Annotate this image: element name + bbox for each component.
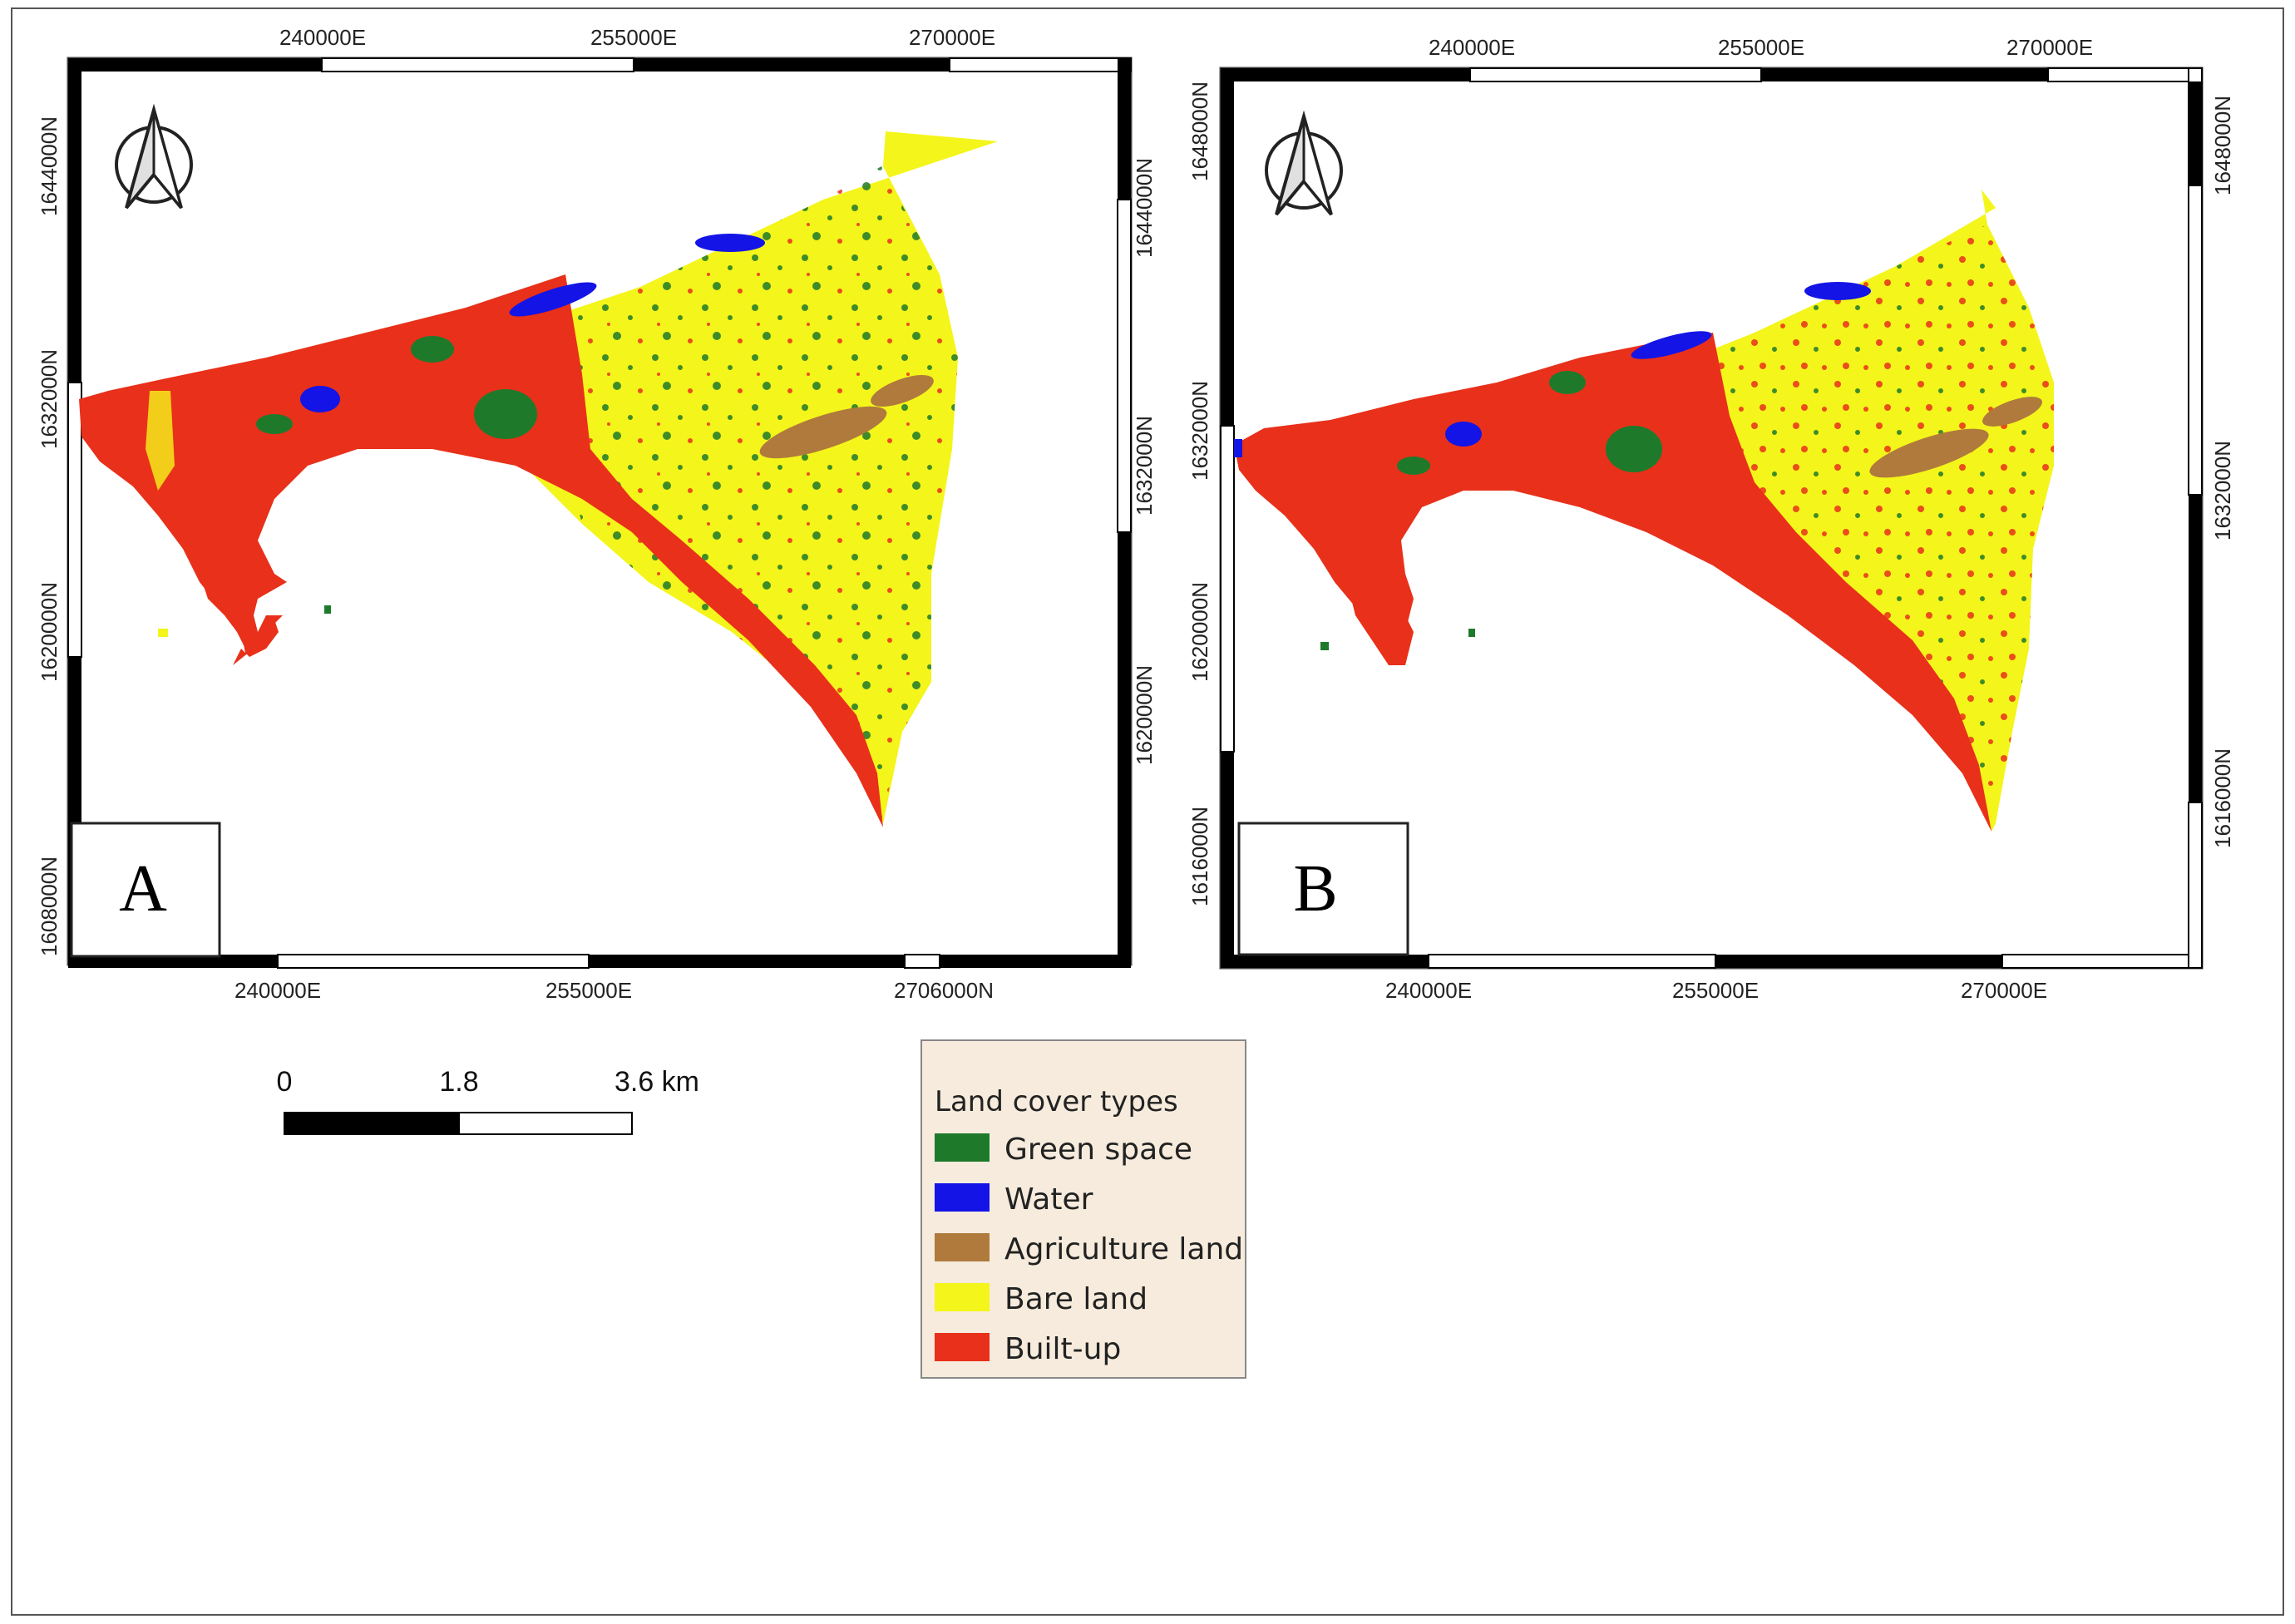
scale-label-mid: 1.8 <box>439 1066 478 1098</box>
map-b-agri-1 <box>1869 428 1989 478</box>
map-b-built-up <box>1234 333 1991 832</box>
map-b-bottom-tick: 255000E <box>1672 978 1759 1003</box>
map-a-top-tick: 240000E <box>279 25 366 50</box>
map-a-right-tick: 1644000N <box>1132 158 1157 258</box>
scale-label-end: 3.6 km <box>614 1066 699 1098</box>
map-b-green-3 <box>1397 457 1430 475</box>
legend-swatch-green-space <box>935 1133 990 1162</box>
map-b-right-tick: 1632000N <box>2210 441 2235 541</box>
map-b-top-tick: 255000E <box>1718 35 1804 60</box>
map-a-label-box <box>70 822 221 958</box>
map-a-water-2 <box>509 282 597 317</box>
scale-label-0: 0 <box>277 1066 293 1098</box>
legend-swatch-agriculture-land <box>935 1233 990 1261</box>
map-b-top-tick: 240000E <box>1429 35 1515 60</box>
map-a-neatline <box>67 57 1132 969</box>
map-b-islet <box>1320 642 1329 650</box>
map-a-islet-2 <box>324 605 331 614</box>
scale-bar-white <box>458 1112 633 1135</box>
map-a-built-up <box>79 274 883 827</box>
legend: Land cover types Green space Water Agric… <box>920 1039 1246 1379</box>
map-b-left-tick: 1620000N <box>1187 582 1212 682</box>
map-a-bare-land-west <box>146 391 175 491</box>
legend-label-water: Water <box>1004 1182 1093 1217</box>
map-b-water-edge <box>1234 439 1242 457</box>
legend-title: Land cover types <box>935 1085 1178 1118</box>
map-b-islet-2 <box>1468 629 1475 637</box>
map-a-left-tick: 1608000N <box>37 856 62 956</box>
map-b-built-up-tail <box>1347 582 1414 665</box>
legend-label-green-space: Green space <box>1004 1133 1192 1167</box>
map-b-left-tick: 1648000N <box>1187 81 1212 181</box>
map-b-top-tick: 270000E <box>2006 35 2093 60</box>
map-panel-b: B 240000E 255000E 270000E 240000E 255000… <box>1187 35 2235 1003</box>
map-a-bottom-tick: 255000E <box>545 978 632 1003</box>
legend-swatch-bare-land <box>935 1283 990 1311</box>
map-b-bottom-tick: 240000E <box>1385 978 1472 1003</box>
map-a-water-1 <box>695 234 765 252</box>
scale-bar: 0 1.8 3.6 km <box>277 1066 699 1135</box>
map-panel-a: A 240000E 255000E 270000E 240000E 255000… <box>37 25 1157 1003</box>
legend-label-agriculture-land: Agriculture land <box>1004 1232 1243 1266</box>
map-a-islet <box>158 629 168 637</box>
map-a-bottom-tick: 240000E <box>234 978 321 1003</box>
map-a-top-tick: 255000E <box>590 25 677 50</box>
scale-bar-black <box>284 1112 460 1135</box>
map-b-water-2 <box>1631 331 1712 359</box>
map-a-green-2 <box>411 336 454 363</box>
map-b-water-1 <box>1804 282 1871 300</box>
north-arrow-icon <box>1265 110 1343 216</box>
map-a-water-3 <box>300 386 340 412</box>
map-a-right-tick: 1620000N <box>1132 665 1157 765</box>
map-a-agri-2 <box>871 375 934 407</box>
map-a-left-tick: 1620000N <box>37 582 62 682</box>
map-a-top-tick: 270000E <box>909 25 995 50</box>
map-b-label: B <box>1293 852 1337 926</box>
map-a-built-up-tail <box>200 574 258 657</box>
map-a-bare-land-speckle <box>532 166 958 823</box>
map-b-neatline <box>1220 67 2203 969</box>
map-b-green-1 <box>1606 426 1662 472</box>
map-b-right-tick: 1648000N <box>2210 96 2235 195</box>
map-b-bottom-tick: 270000E <box>1961 978 2047 1003</box>
map-b-agri-2 <box>1982 397 2042 427</box>
figure-border <box>11 7 2284 1616</box>
map-a-green-1 <box>474 389 537 439</box>
map-a-agri-1 <box>759 406 887 459</box>
map-a-land-cover <box>79 131 998 832</box>
legend-swatch-water <box>935 1183 990 1212</box>
map-b-bare-land-speckle <box>1663 225 2054 823</box>
map-a-left-tick: 1644000N <box>37 116 62 216</box>
map-b-left-tick: 1632000N <box>1187 381 1212 481</box>
north-arrow-icon <box>115 103 193 210</box>
map-a-green-3 <box>256 414 293 434</box>
map-b-label-box <box>1237 822 1409 956</box>
legend-label-bare-land: Bare land <box>1004 1282 1148 1316</box>
map-a-bottom-tick: 2706000N <box>894 978 994 1003</box>
map-b-water-3 <box>1445 422 1482 447</box>
map-a-left-tick: 1632000N <box>37 349 62 449</box>
map-b-left-tick: 1616000N <box>1187 807 1212 906</box>
legend-label-built-up: Built-up <box>1004 1332 1121 1366</box>
map-b-green-2 <box>1549 371 1586 394</box>
map-a-right-tick: 1632000N <box>1132 416 1157 516</box>
map-b-land-cover <box>1234 190 2054 832</box>
map-b-right-tick: 1616000N <box>2210 748 2235 848</box>
legend-swatch-built-up <box>935 1333 990 1361</box>
map-a-label: A <box>119 852 167 926</box>
